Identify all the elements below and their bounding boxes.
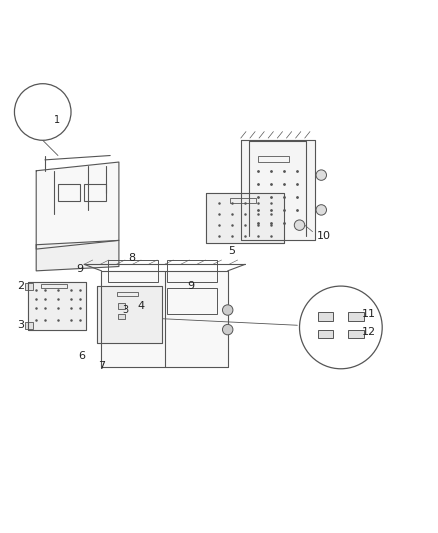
Polygon shape bbox=[28, 282, 86, 329]
Text: 3: 3 bbox=[122, 305, 128, 315]
Polygon shape bbox=[241, 140, 315, 240]
Bar bbox=[25, 322, 33, 329]
Circle shape bbox=[223, 305, 233, 315]
Bar bbox=[167, 288, 217, 314]
Polygon shape bbox=[206, 192, 284, 243]
Text: 2: 2 bbox=[18, 281, 25, 291]
Circle shape bbox=[14, 84, 71, 140]
Bar bbox=[167, 260, 217, 282]
Polygon shape bbox=[97, 286, 162, 343]
Bar bbox=[118, 303, 125, 309]
Bar bbox=[58, 184, 80, 201]
Bar bbox=[108, 288, 158, 314]
Text: 10: 10 bbox=[316, 231, 330, 241]
Text: 12: 12 bbox=[362, 327, 376, 337]
Bar bbox=[348, 312, 364, 321]
Bar bbox=[230, 198, 256, 204]
Circle shape bbox=[294, 220, 305, 230]
Text: 5: 5 bbox=[229, 246, 236, 256]
Text: 4: 4 bbox=[137, 301, 144, 311]
Circle shape bbox=[316, 205, 326, 215]
Bar bbox=[41, 284, 67, 288]
Text: 3: 3 bbox=[18, 320, 25, 330]
Text: 8: 8 bbox=[128, 253, 135, 263]
Circle shape bbox=[223, 325, 233, 335]
Text: 1: 1 bbox=[53, 115, 60, 125]
Polygon shape bbox=[102, 271, 228, 367]
Text: 7: 7 bbox=[98, 361, 105, 371]
Circle shape bbox=[316, 170, 326, 180]
Bar bbox=[84, 184, 106, 201]
Text: 9: 9 bbox=[187, 281, 194, 291]
Bar bbox=[318, 329, 333, 338]
Text: 6: 6 bbox=[78, 351, 85, 361]
Bar bbox=[258, 156, 289, 162]
Circle shape bbox=[300, 286, 382, 369]
Bar bbox=[25, 282, 33, 289]
Text: 11: 11 bbox=[362, 309, 376, 319]
Polygon shape bbox=[36, 240, 119, 271]
Bar bbox=[348, 329, 364, 338]
Bar bbox=[117, 292, 138, 296]
Bar bbox=[118, 313, 125, 319]
Bar bbox=[108, 260, 158, 282]
Polygon shape bbox=[36, 162, 119, 249]
Text: 9: 9 bbox=[76, 264, 83, 273]
Bar bbox=[318, 312, 333, 321]
